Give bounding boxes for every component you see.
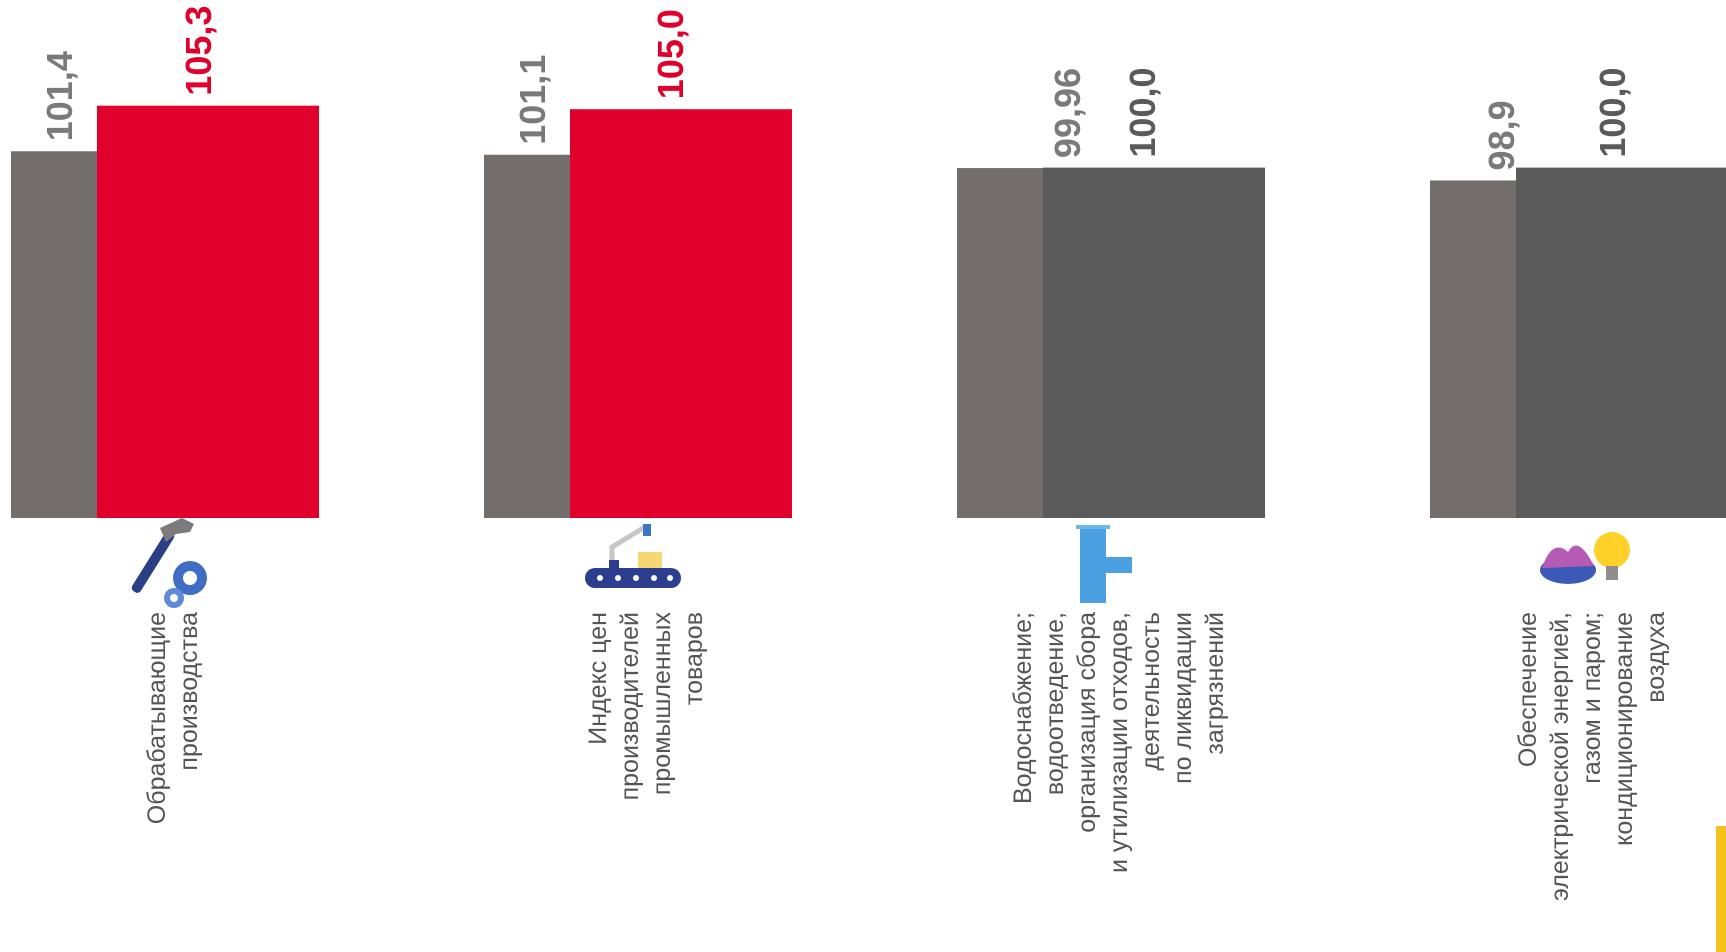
value-label-current-1: 105,0 xyxy=(650,9,691,99)
value-label-previous-0: 101,4 xyxy=(39,51,80,141)
category-label-1: Индекс цен производителей промышленных това… xyxy=(584,612,708,801)
category-label-line: производства xyxy=(175,612,203,771)
bar-previous-0 xyxy=(11,151,97,519)
gas-bulb-icon xyxy=(1540,532,1630,584)
category-label-line: воздуха xyxy=(1642,612,1670,703)
hammer-gear-icon xyxy=(131,518,207,608)
bars-layer xyxy=(11,105,1726,519)
bar-previous-2 xyxy=(957,168,1043,518)
category-label-line: по ликвидации xyxy=(1169,612,1197,784)
value-label-previous-2: 99,96 xyxy=(1047,68,1088,158)
water-pipe-icon xyxy=(1076,525,1132,603)
bar-previous-3 xyxy=(1430,180,1516,518)
bar-previous-1 xyxy=(484,154,570,518)
category-label-line: Обеспечение xyxy=(1514,612,1542,767)
category-label-3: Обеспечение электрической энергией, газом … xyxy=(1514,612,1670,901)
category-label-0: Обрабатывающие производства xyxy=(143,612,203,824)
value-label-current-0: 105,3 xyxy=(178,6,219,96)
value-label-current-3: 100,0 xyxy=(1592,68,1633,158)
category-label-line: электрической энергией, xyxy=(1546,612,1574,901)
category-label-line: организация сбора xyxy=(1073,612,1101,833)
bar-current-2 xyxy=(1043,167,1265,518)
category-label-2: Водоснабжение; водоотведение, организация … xyxy=(1009,612,1229,873)
value-label-previous-3: 98,9 xyxy=(1481,100,1522,170)
category-label-line: водоотведение, xyxy=(1041,612,1069,795)
bar-current-0 xyxy=(97,105,319,519)
category-label-line: товаров xyxy=(680,612,708,705)
category-label-line: газом и паром; xyxy=(1578,612,1606,784)
category-label-line: Обрабатывающие xyxy=(143,612,171,824)
accent-marker xyxy=(1716,826,1726,952)
value-label-previous-1: 101,1 xyxy=(512,55,553,145)
bar-current-1 xyxy=(570,109,792,518)
category-label-line: деятельность xyxy=(1137,612,1165,771)
category-label-line: Водоснабжение; xyxy=(1009,612,1037,804)
category-label-line: Индекс цен xyxy=(584,612,612,745)
labels-layer: 101,4 105,3 Обрабатывающие производства 101,… xyxy=(39,6,1670,901)
value-label-current-2: 100,0 xyxy=(1122,68,1163,158)
category-label-line: кондиционирование xyxy=(1610,612,1638,846)
conveyor-robot-icon xyxy=(585,524,681,588)
bar-current-3 xyxy=(1516,167,1726,518)
category-label-line: и утилизации отходов, xyxy=(1105,612,1133,873)
category-label-line: загрязнений xyxy=(1201,612,1229,755)
category-label-line: производителей xyxy=(616,612,644,800)
category-label-line: промышленных xyxy=(648,612,676,796)
